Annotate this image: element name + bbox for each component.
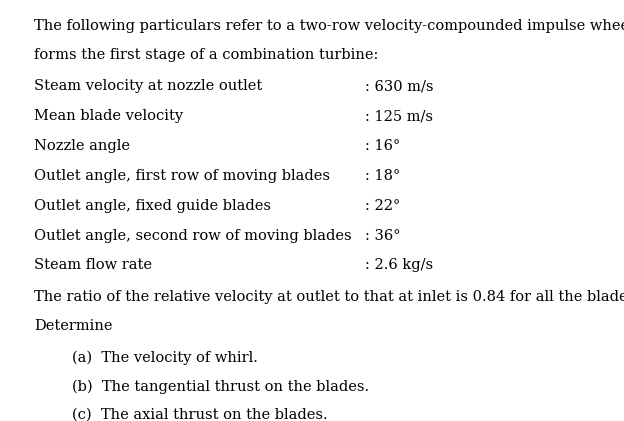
Text: (c)  The axial thrust on the blades.: (c) The axial thrust on the blades. (72, 408, 328, 421)
Text: The ratio of the relative velocity at outlet to that at inlet is 0.84 for all th: The ratio of the relative velocity at ou… (34, 290, 624, 304)
Text: The following particulars refer to a two-row velocity-compounded impulse wheel w: The following particulars refer to a two… (34, 19, 624, 33)
Text: Determine: Determine (34, 319, 113, 333)
Text: Steam flow rate: Steam flow rate (34, 258, 152, 272)
Text: : 630 m/s: : 630 m/s (365, 79, 434, 93)
Text: Steam velocity at nozzle outlet: Steam velocity at nozzle outlet (34, 79, 263, 93)
Text: Nozzle angle: Nozzle angle (34, 139, 130, 153)
Text: : 22°: : 22° (365, 199, 400, 213)
Text: : 18°: : 18° (365, 169, 400, 183)
Text: : 16°: : 16° (365, 139, 400, 153)
Text: Outlet angle, fixed guide blades: Outlet angle, fixed guide blades (34, 199, 271, 213)
Text: Mean blade velocity: Mean blade velocity (34, 109, 183, 123)
Text: : 125 m/s: : 125 m/s (365, 109, 433, 123)
Text: Outlet angle, first row of moving blades: Outlet angle, first row of moving blades (34, 169, 330, 183)
Text: forms the first stage of a combination turbine:: forms the first stage of a combination t… (34, 48, 379, 61)
Text: (a)  The velocity of whirl.: (a) The velocity of whirl. (72, 351, 258, 365)
Text: (b)  The tangential thrust on the blades.: (b) The tangential thrust on the blades. (72, 379, 369, 394)
Text: : 2.6 kg/s: : 2.6 kg/s (365, 258, 433, 272)
Text: : 36°: : 36° (365, 229, 401, 242)
Text: Outlet angle, second row of moving blades: Outlet angle, second row of moving blade… (34, 229, 352, 242)
